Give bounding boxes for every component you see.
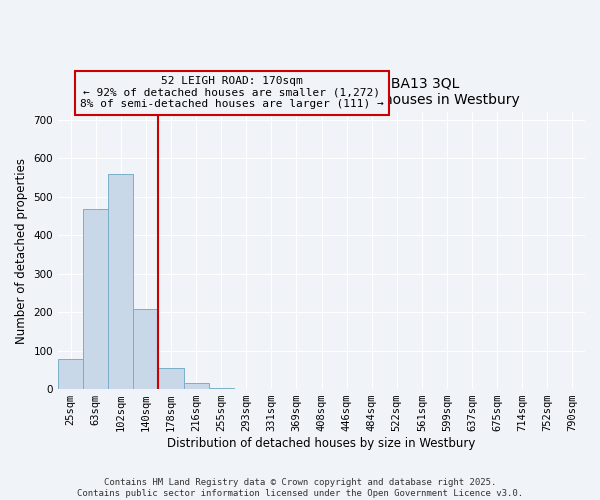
X-axis label: Distribution of detached houses by size in Westbury: Distribution of detached houses by size … xyxy=(167,437,476,450)
Bar xyxy=(83,210,108,389)
Bar xyxy=(108,174,133,389)
Title: 52, LEIGH ROAD, WESTBURY, BA13 3QL
Size of property relative to detached houses : 52, LEIGH ROAD, WESTBURY, BA13 3QL Size … xyxy=(124,76,520,106)
Bar xyxy=(158,368,184,389)
Bar xyxy=(184,384,209,389)
Text: 52 LEIGH ROAD: 170sqm
← 92% of detached houses are smaller (1,272)
8% of semi-de: 52 LEIGH ROAD: 170sqm ← 92% of detached … xyxy=(80,76,384,110)
Bar xyxy=(133,309,158,389)
Bar xyxy=(209,388,233,389)
Y-axis label: Number of detached properties: Number of detached properties xyxy=(15,158,28,344)
Text: Contains HM Land Registry data © Crown copyright and database right 2025.
Contai: Contains HM Land Registry data © Crown c… xyxy=(77,478,523,498)
Bar xyxy=(58,359,83,389)
